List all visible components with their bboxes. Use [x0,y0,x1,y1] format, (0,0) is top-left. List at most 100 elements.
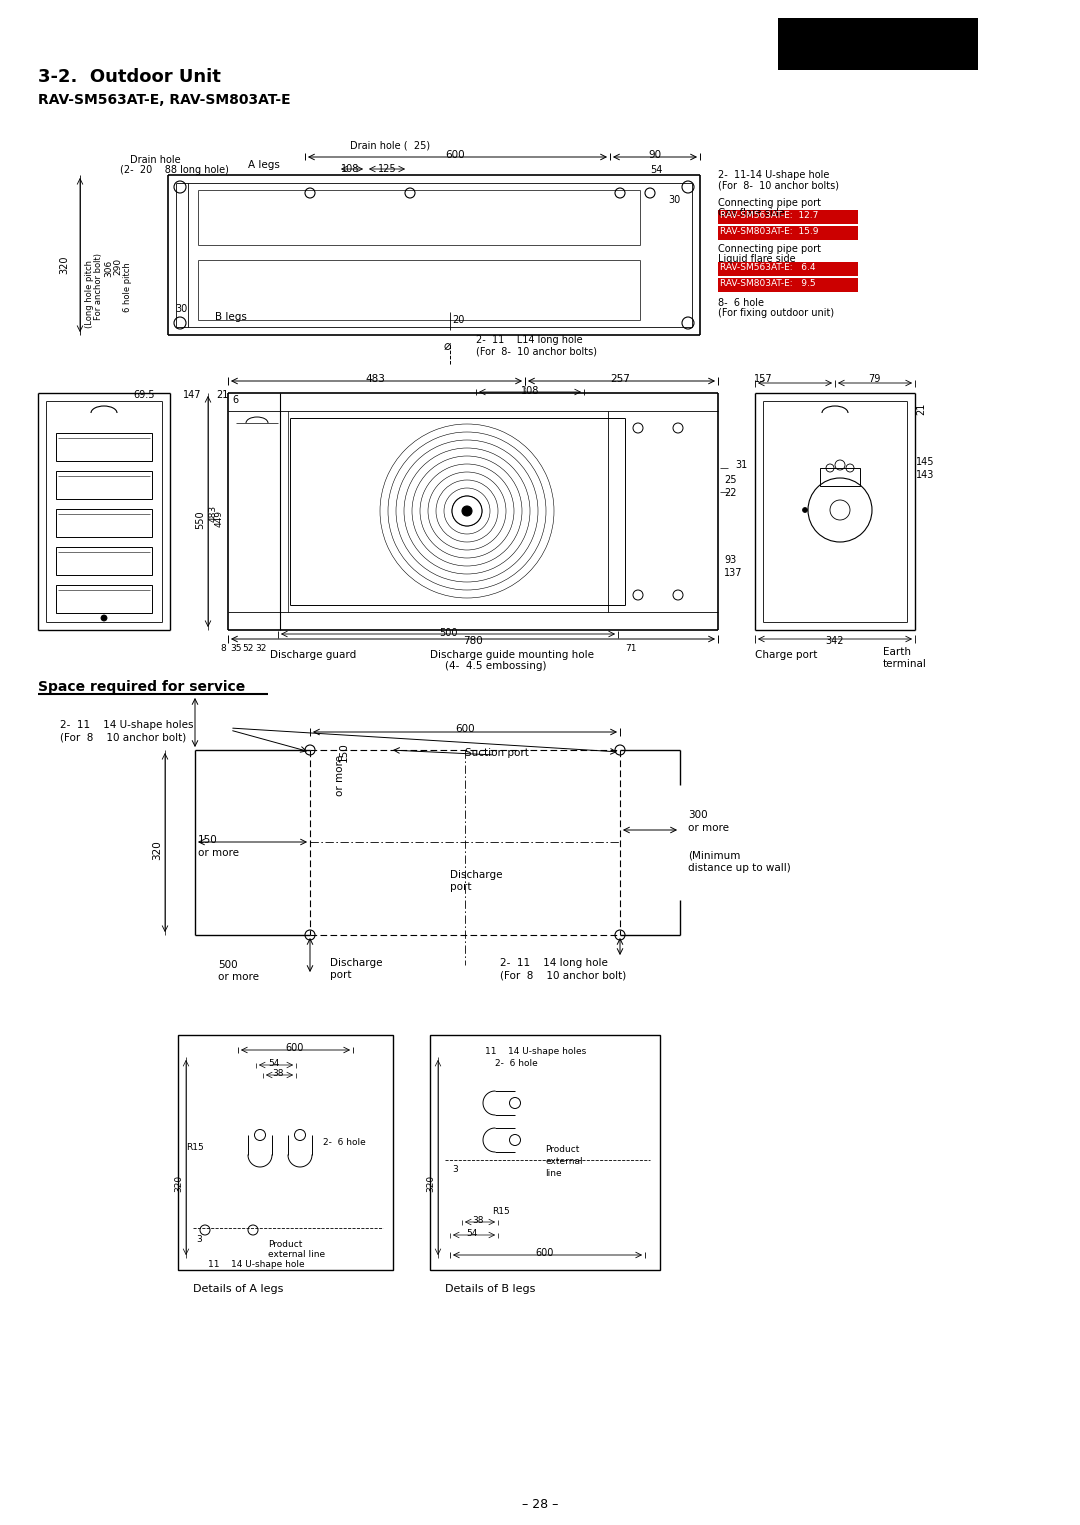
Text: 79: 79 [868,374,880,384]
Text: 125: 125 [378,165,396,174]
Text: RAV-SM803AT-E:   9.5: RAV-SM803AT-E: 9.5 [720,279,815,288]
Text: 550: 550 [195,509,205,529]
Text: Product: Product [545,1145,579,1154]
Text: 32: 32 [255,644,267,653]
Text: Product: Product [268,1240,302,1249]
Text: (For  8    10 anchor bolt): (For 8 10 anchor bolt) [500,970,626,981]
Text: RAV-SM563AT-E:   6.4: RAV-SM563AT-E: 6.4 [720,262,815,271]
Text: 8-  6 hole: 8- 6 hole [718,297,764,308]
Text: or more: or more [198,848,239,859]
Text: 2-  6 hole: 2- 6 hole [323,1138,366,1147]
Text: 11    14 U-shape holes: 11 14 U-shape holes [485,1048,586,1055]
Text: Discharge: Discharge [330,958,382,968]
Text: Connecting pipe port: Connecting pipe port [718,244,821,255]
Text: Suction port: Suction port [465,747,529,758]
Text: For anchor bolt): For anchor bolt) [95,253,104,320]
Text: Details of B legs: Details of B legs [445,1284,536,1295]
Text: or more: or more [218,971,259,982]
Text: 157: 157 [754,374,772,384]
Text: line: line [545,1170,562,1177]
Text: RAV-SM563AT-E:  12.7: RAV-SM563AT-E: 12.7 [720,210,819,220]
Text: terminal: terminal [883,659,927,669]
Text: 150: 150 [339,743,349,762]
Text: Discharge: Discharge [450,869,502,880]
Text: Earth: Earth [883,647,912,657]
Text: 30: 30 [175,303,187,314]
Text: 8: 8 [220,644,226,653]
Text: port: port [330,970,351,981]
Circle shape [102,615,107,621]
Text: B legs: B legs [215,313,247,322]
Text: 93: 93 [724,555,737,564]
Text: 600: 600 [455,724,475,734]
Text: 3: 3 [453,1165,458,1174]
Text: RAV-SM803AT-E:  15.9: RAV-SM803AT-E: 15.9 [720,227,819,236]
Text: 3-2.  Outdoor Unit: 3-2. Outdoor Unit [38,69,221,85]
Text: 11    14 U-shape hole: 11 14 U-shape hole [208,1260,305,1269]
Text: Connecting pipe port: Connecting pipe port [718,198,821,207]
Text: 600: 600 [445,149,464,160]
Text: 69.5: 69.5 [134,390,156,400]
Text: 320: 320 [59,255,69,273]
Text: or more: or more [335,755,345,796]
Bar [820,468,860,486]
Text: Drain hole: Drain hole [130,156,180,165]
Text: 54: 54 [467,1229,477,1238]
Text: Discharge guard: Discharge guard [270,650,356,660]
Text: Discharge guide mounting hole: Discharge guide mounting hole [430,650,594,660]
Text: 22: 22 [724,488,737,499]
Bar [56,547,152,575]
Bar [56,586,152,613]
Text: 71: 71 [625,644,636,653]
Text: R15: R15 [186,1144,204,1151]
Text: 54: 54 [268,1058,280,1068]
Text: 306: 306 [105,259,113,278]
Text: 780: 780 [463,636,483,647]
Text: A legs: A legs [248,160,280,169]
Text: 35: 35 [230,644,242,653]
Text: 290: 290 [113,258,122,274]
Text: 137: 137 [724,567,743,578]
Text: 6: 6 [232,395,238,406]
Text: 320: 320 [175,1174,184,1193]
Text: 2-  11    14 U-shape holes: 2- 11 14 U-shape holes [60,720,193,730]
Text: 300: 300 [688,810,707,820]
Text: 30: 30 [669,195,680,204]
Text: 31: 31 [735,461,747,470]
Text: (4-  4.5 embossing): (4- 4.5 embossing) [445,660,546,671]
Text: (Long hole pitch: (Long hole pitch [85,259,95,328]
Text: (Minimum: (Minimum [688,849,741,860]
Text: 2-  6 hole: 2- 6 hole [495,1058,538,1068]
Text: distance up to wall): distance up to wall) [688,863,791,872]
Text: 38: 38 [472,1215,484,1225]
Text: port: port [450,881,472,892]
Bar [718,262,858,276]
Bar [56,471,152,499]
Text: (2-  20    88 long hole): (2- 20 88 long hole) [120,165,229,175]
Text: Liquid flare side: Liquid flare side [718,255,796,264]
Bar [56,433,152,461]
Text: 3: 3 [195,1235,202,1244]
Circle shape [462,506,472,515]
Text: Gas flare side: Gas flare side [718,207,785,218]
Text: (For  8-  10 anchor bolts): (For 8- 10 anchor bolts) [718,181,839,191]
Text: 320: 320 [152,840,162,860]
Text: 108: 108 [341,165,360,174]
Text: 483: 483 [365,374,384,384]
Text: external: external [545,1157,582,1167]
Circle shape [802,508,808,512]
Bar [718,278,858,291]
Text: R15: R15 [492,1206,510,1215]
Text: 342: 342 [826,636,845,647]
Text: 320: 320 [427,1174,435,1193]
Bar [178,1035,393,1270]
Text: 500: 500 [218,961,238,970]
Circle shape [453,496,482,526]
Text: 500: 500 [438,628,457,637]
Text: 600: 600 [286,1043,305,1052]
Text: ⌀: ⌀ [443,340,450,352]
Text: (For fixing outdoor unit): (For fixing outdoor unit) [718,308,834,319]
Text: 2-  11    14 long hole: 2- 11 14 long hole [500,958,608,968]
Text: 6 hole pitch: 6 hole pitch [123,262,133,311]
Text: 483: 483 [208,505,217,522]
